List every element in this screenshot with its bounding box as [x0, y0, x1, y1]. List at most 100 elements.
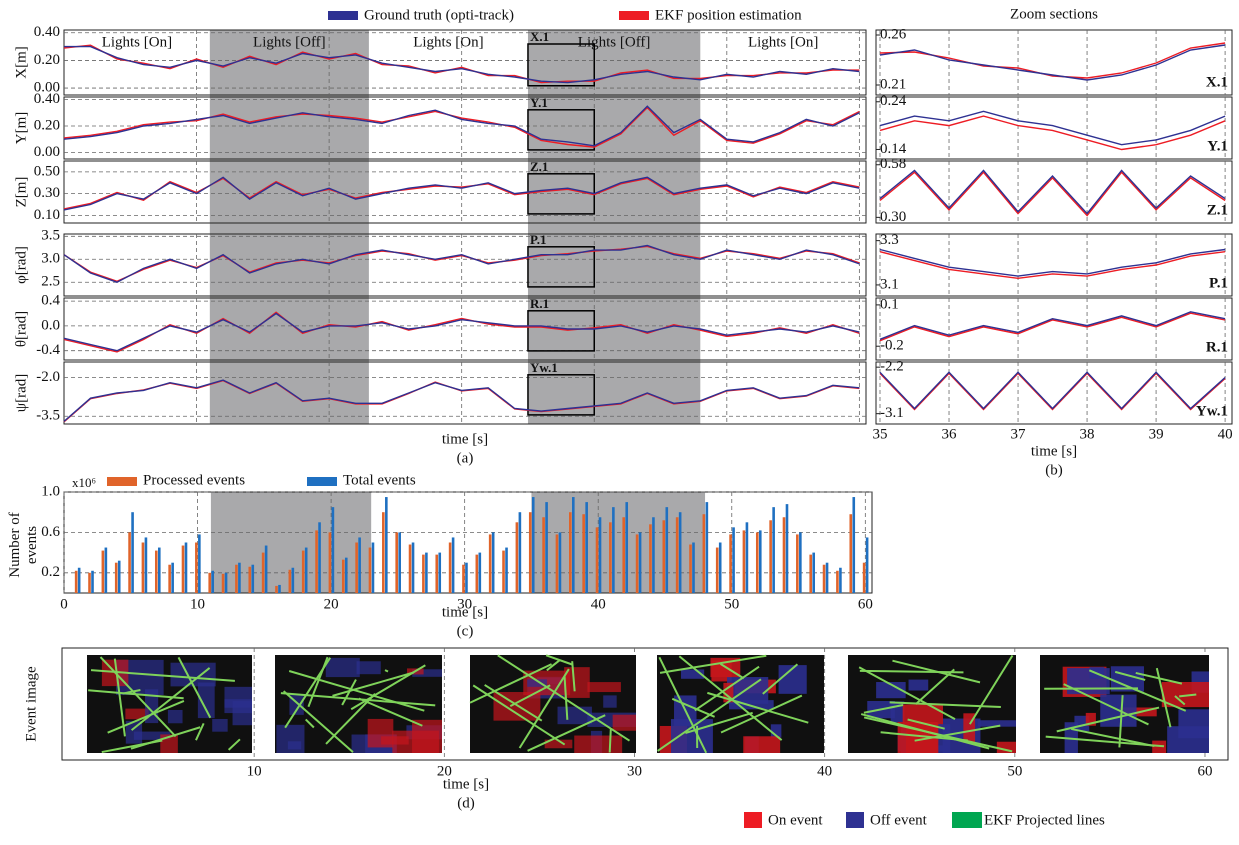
region-label: Lights [On] [748, 34, 818, 50]
plot-frame [61, 647, 1229, 761]
projected-line [305, 718, 315, 729]
y-axis-label: ψ[rad] [13, 374, 29, 413]
projected-line [719, 663, 745, 680]
legend-swatch [307, 477, 337, 486]
zoom-label: P.1 [1209, 275, 1228, 291]
event-patch [963, 713, 976, 743]
x-tick-label: 30 [457, 596, 472, 612]
projected-line [332, 671, 414, 697]
event-patch [367, 718, 394, 748]
bar [278, 584, 281, 593]
series-line [63, 44, 860, 84]
legend-label: Total events [343, 472, 416, 488]
y-tick-label: 0.10 [34, 207, 60, 223]
lights-off-region [527, 30, 701, 424]
projected-line [858, 666, 956, 721]
bar [261, 552, 265, 593]
bar [692, 542, 695, 593]
y-tick-label: 0.26 [880, 26, 907, 42]
bar [572, 497, 575, 593]
bar [475, 554, 479, 593]
bar [769, 520, 772, 593]
series-line [63, 244, 860, 283]
bar [157, 547, 161, 593]
legend-label: Off event [870, 812, 928, 828]
x-tick-label: 50 [724, 596, 739, 612]
series-line [63, 379, 860, 422]
zoom-label: X.1 [530, 29, 549, 44]
y-tick-label: -0.2 [880, 338, 904, 354]
x-axis-label: time [s] [443, 776, 489, 792]
y-tick-label: 0.40 [34, 24, 60, 40]
projected-line [101, 739, 163, 754]
bar [742, 530, 746, 593]
bar [569, 512, 572, 593]
x-tick-label: 20 [437, 763, 452, 779]
bar [531, 497, 535, 593]
event-patch [574, 735, 623, 753]
event-image [657, 654, 824, 754]
y-exponent: x10⁶ [72, 475, 96, 490]
bar [101, 550, 105, 593]
projected-line [518, 668, 570, 749]
bar [368, 547, 372, 593]
series-line [879, 371, 1226, 410]
bar [528, 512, 532, 593]
bar [585, 502, 588, 593]
bar [758, 530, 762, 593]
bar [184, 542, 188, 593]
y-axis-label: Z[m] [13, 177, 29, 208]
event-image [87, 655, 252, 754]
event-patch [287, 741, 302, 750]
event-patch [170, 662, 216, 687]
projected-line [889, 701, 1001, 709]
zoom-box [527, 109, 595, 151]
y-tick-label: 0.4 [41, 293, 60, 309]
event-patch [1161, 682, 1209, 708]
x-axis-label: time [s] [442, 431, 488, 447]
x-tick-label: 36 [942, 426, 958, 442]
y-tick-label: -3.1 [880, 405, 904, 421]
x-tick-label: 50 [1007, 763, 1022, 779]
projected-line [107, 700, 185, 734]
projected-line [469, 663, 552, 704]
projected-line [1056, 706, 1160, 733]
event-patch [977, 720, 1016, 727]
bar [451, 537, 455, 593]
bar [462, 564, 465, 593]
bar [114, 562, 118, 593]
x-tick-label: 40 [817, 763, 832, 779]
bar [612, 507, 615, 593]
zoom-label: P.1 [530, 232, 547, 247]
event-patch [412, 669, 442, 677]
event-image [848, 654, 1016, 753]
y-tick-label: 0.14 [880, 141, 907, 157]
projected-line [678, 655, 783, 741]
bar [825, 562, 829, 593]
projected-line [484, 684, 543, 722]
event-patch [167, 709, 183, 724]
projected-line [177, 656, 212, 719]
y-axis-label: θ[rad] [13, 311, 29, 347]
y-tick-label: -2.0 [36, 369, 60, 385]
bar [195, 542, 198, 593]
bar [331, 507, 335, 593]
y-axis-label: Y[m] [13, 112, 29, 145]
series-line [63, 245, 860, 283]
projected-line [546, 659, 561, 672]
bar [609, 522, 612, 593]
event-patch [133, 731, 171, 740]
bar [358, 537, 361, 593]
panel-frame [875, 361, 1233, 425]
bar [411, 542, 415, 593]
x-tick-label: 38 [1080, 426, 1095, 442]
y-tick-label: -3.5 [36, 408, 60, 424]
y-tick-label: -2.2 [880, 359, 904, 375]
bar [515, 522, 519, 593]
bar [315, 530, 318, 593]
bar [355, 542, 358, 593]
y-tick-label: 0.30 [880, 209, 906, 225]
series-line [63, 176, 860, 211]
region-label: Lights [On] [102, 34, 172, 50]
panel-frame [63, 361, 867, 425]
